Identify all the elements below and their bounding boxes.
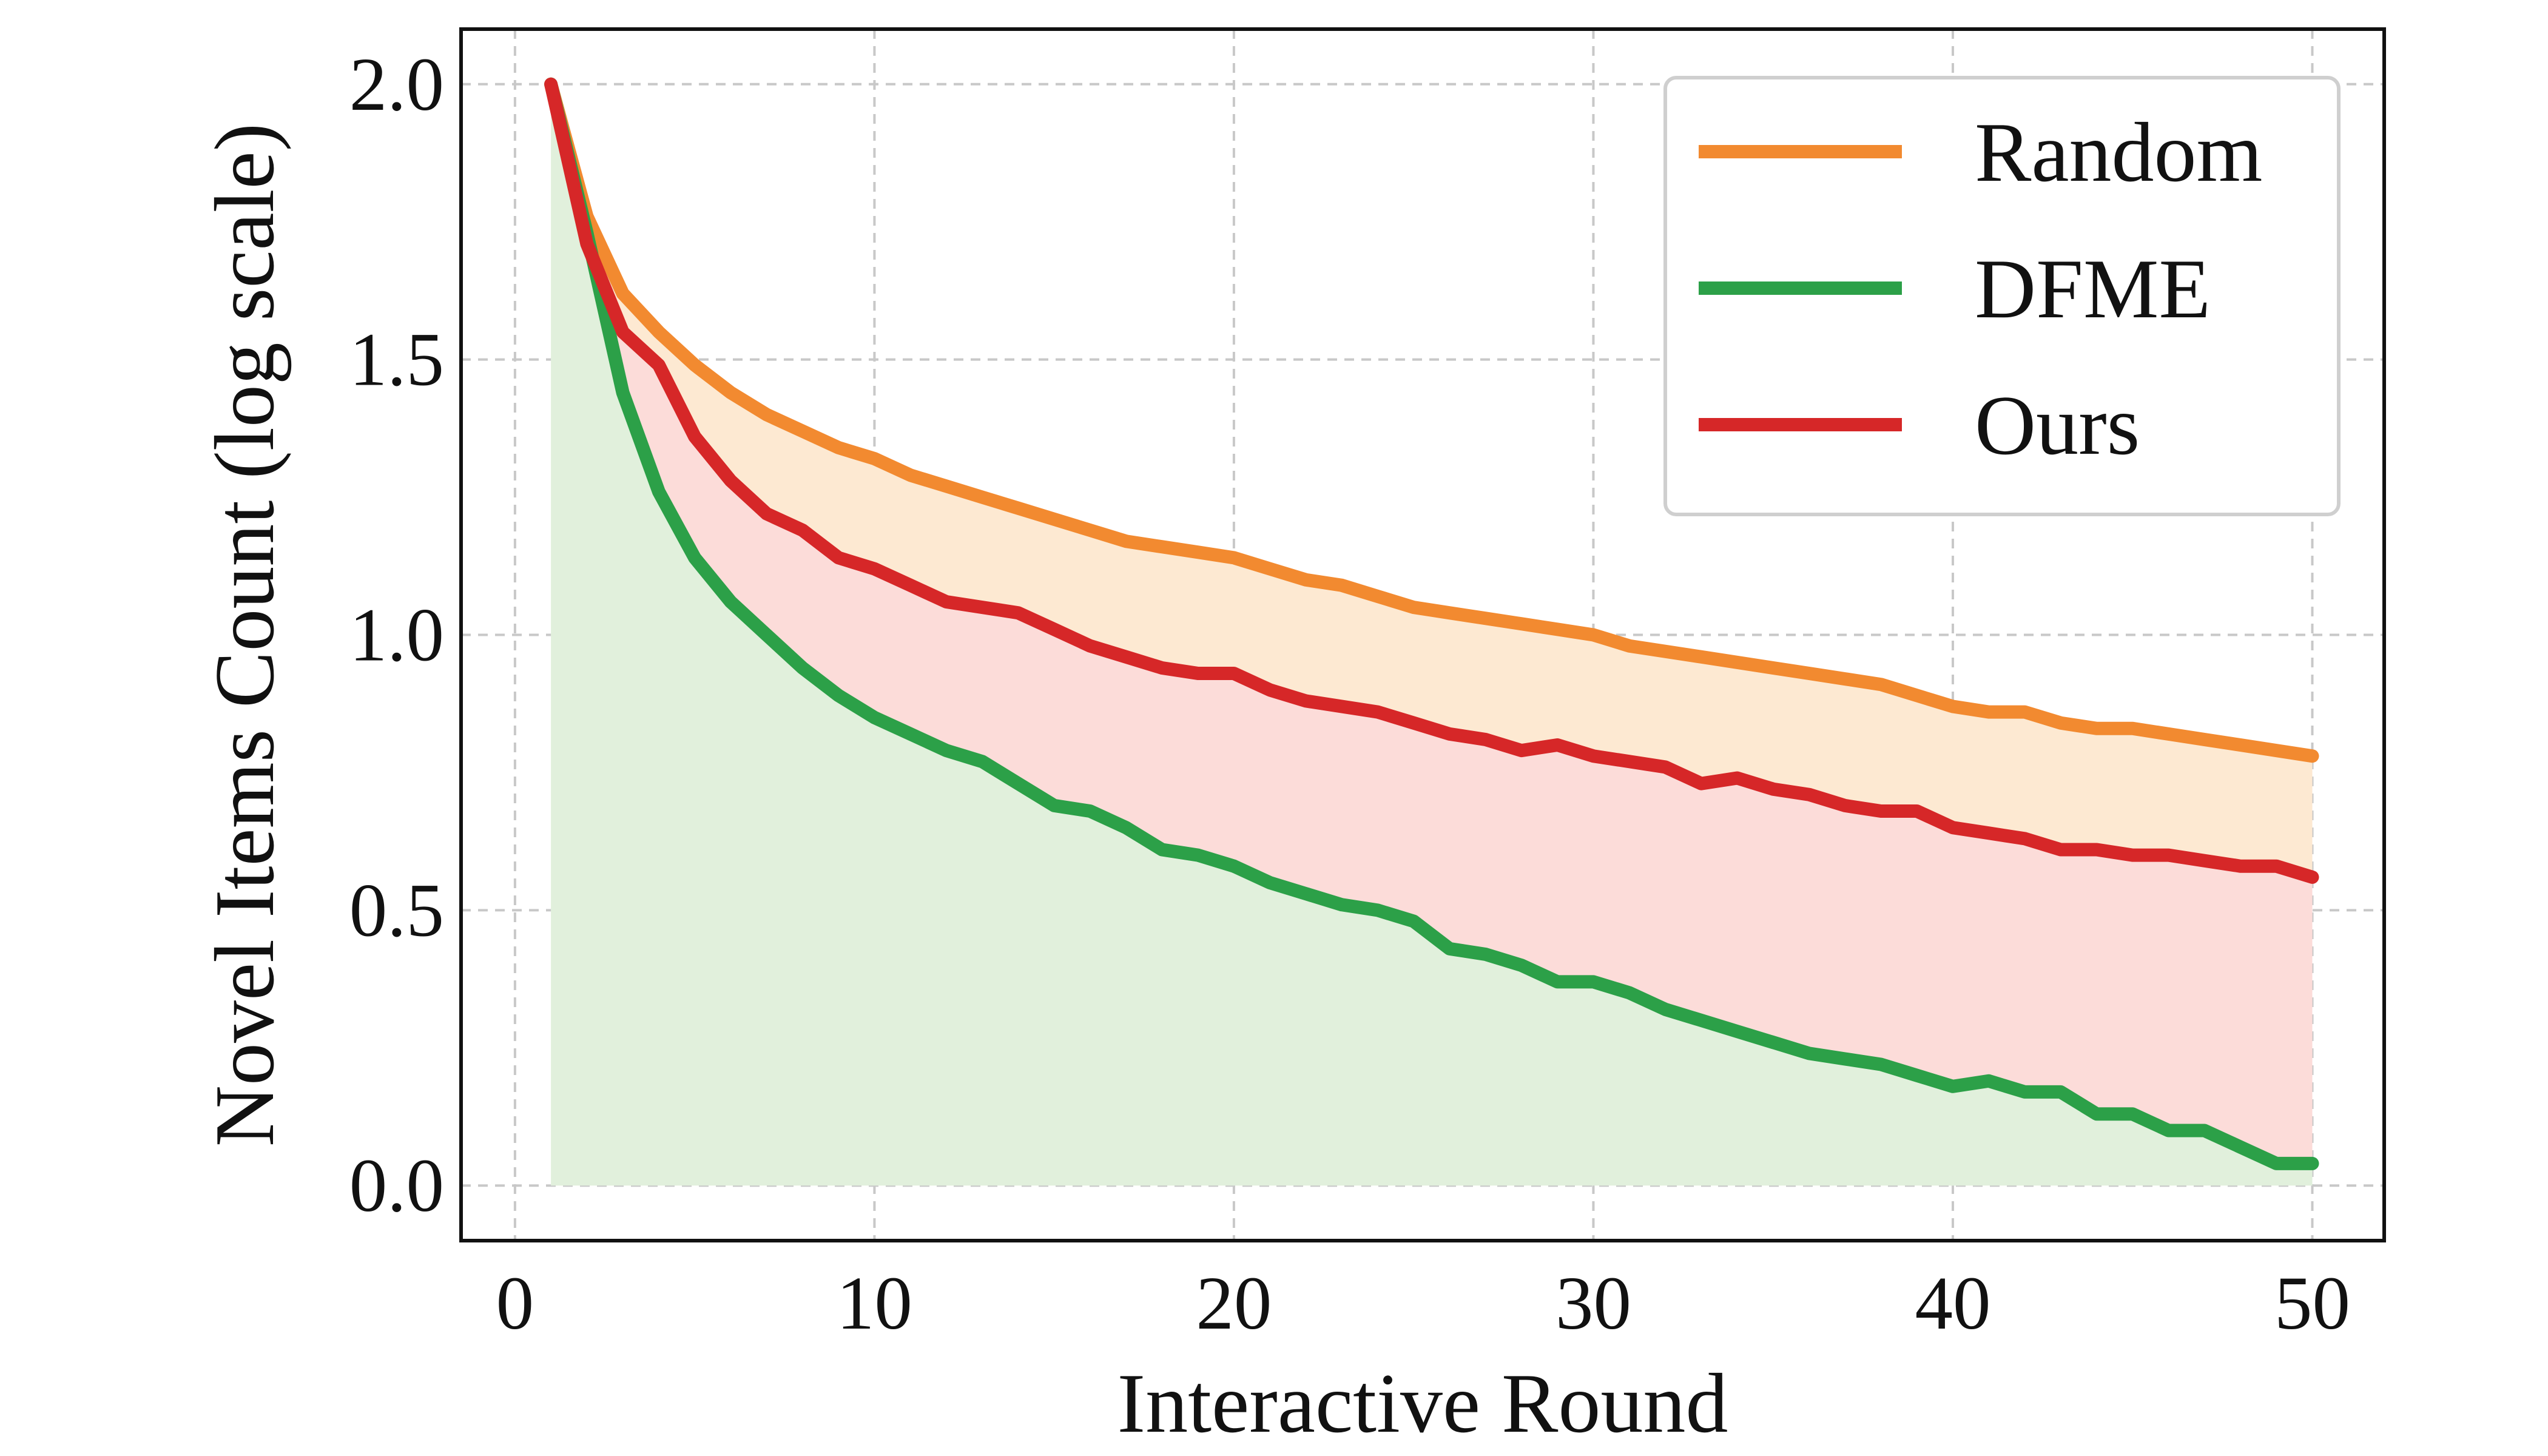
x-tick-label: 50 <box>2274 1262 2350 1346</box>
y-tick-label: 1.5 <box>349 318 444 402</box>
x-tick-label: 40 <box>1915 1262 1990 1346</box>
series-line <box>544 77 2319 884</box>
y-tick-label: 1.0 <box>349 594 444 678</box>
plot-frame <box>459 27 2386 1242</box>
x-axis-title: Interactive Round <box>1117 1357 1728 1451</box>
series-area <box>551 84 2313 877</box>
y-tick-label: 0.5 <box>349 869 444 952</box>
y-tick-label: 0.0 <box>349 1144 444 1228</box>
series-area <box>551 84 2313 1164</box>
legend-label: DFME <box>1975 242 2211 336</box>
series-lines <box>544 77 2319 1170</box>
x-tick-label: 20 <box>1196 1262 1272 1346</box>
series-line <box>544 77 2319 1170</box>
axis-ticks: 0 10 20 30 40 50 0.0 0.5 1.0 1.5 2.0 <box>349 43 2350 1346</box>
series-line <box>544 77 2319 763</box>
x-tick-label: 10 <box>837 1262 912 1346</box>
legend-label: Random <box>1975 106 2262 200</box>
series-area <box>551 84 2313 1186</box>
legend-label: Ours <box>1975 379 2140 473</box>
legend: Random DFME Ours <box>1663 76 2341 516</box>
y-tick-label: 2.0 <box>349 43 444 127</box>
y-axis-title: Novel Items Count (log scale) <box>198 123 292 1147</box>
x-tick-label: 30 <box>1555 1262 1631 1346</box>
series-areas <box>551 84 2313 1186</box>
legend-box <box>1663 76 2341 516</box>
x-tick-label: 0 <box>496 1262 534 1346</box>
